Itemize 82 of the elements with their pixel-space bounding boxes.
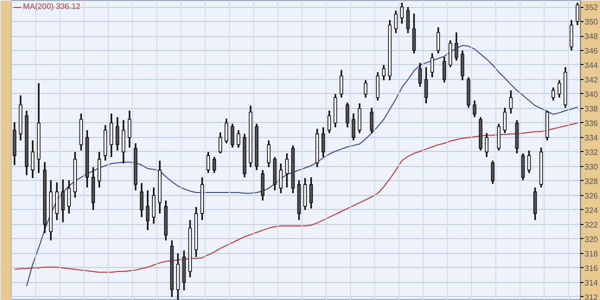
candlestick	[224, 118, 228, 144]
candlestick	[382, 64, 386, 82]
candlestick	[218, 132, 222, 154]
candlestick	[236, 129, 240, 148]
candlestick	[436, 26, 440, 54]
y-tick-label: 340	[584, 90, 598, 99]
candlestick	[394, 10, 398, 34]
candlestick	[552, 86, 556, 102]
candlestick	[346, 102, 350, 128]
candlestick	[122, 119, 126, 164]
candlestick	[340, 69, 344, 98]
candlestick	[490, 160, 494, 185]
y-tick-label: 336	[584, 118, 598, 128]
candlestick	[418, 62, 422, 88]
candlestick	[448, 40, 452, 68]
candlestick	[309, 176, 313, 210]
candlestick	[61, 178, 65, 224]
candlestick	[260, 169, 264, 202]
y-tick-label: 318	[584, 249, 598, 258]
candlestick	[364, 79, 368, 98]
y-tick-label: 338	[584, 104, 598, 114]
candlestick	[400, 2, 404, 24]
y-tick-label: 314	[584, 278, 598, 288]
y-tick-label: 332	[584, 148, 598, 157]
candlestick	[98, 151, 102, 188]
candlestick	[484, 132, 488, 158]
candlestick	[285, 152, 289, 188]
y-tick-label: 324	[584, 206, 598, 215]
legend-label: MA(200) 336.12	[23, 2, 80, 11]
y-tick-label: 342	[584, 75, 598, 84]
candlestick	[206, 151, 210, 174]
candlestick	[116, 116, 120, 152]
y-tick-label: 320	[584, 234, 598, 244]
candlestick	[509, 90, 513, 114]
candlestick	[370, 106, 374, 134]
y-tick-label: 326	[584, 191, 598, 200]
y-tick-label: 328	[584, 176, 598, 186]
candlestick	[140, 182, 144, 218]
candlestick	[460, 50, 464, 82]
candlestick	[576, 2, 580, 26]
y-tick-label: 330	[584, 162, 598, 172]
candlestick	[55, 182, 59, 221]
candlestick	[352, 112, 356, 142]
candlestick	[527, 150, 531, 174]
candlestick	[376, 71, 380, 102]
candlestick	[412, 12, 416, 54]
candlestick	[230, 122, 234, 148]
candlestick	[128, 110, 132, 148]
y-tick-label: 312	[584, 292, 598, 300]
y-tick-label: 316	[584, 264, 598, 273]
candlestick	[279, 162, 283, 194]
candlestick	[110, 112, 114, 158]
candlestick	[424, 66, 428, 104]
candlestick	[328, 110, 332, 134]
y-tick-label: 348	[584, 32, 598, 42]
candlestick	[430, 52, 434, 78]
candlestick	[558, 79, 562, 98]
y-tick-label: 344	[584, 60, 598, 70]
candlestick	[533, 186, 537, 221]
candlestick	[570, 19, 574, 52]
candlestick	[303, 177, 307, 211]
candlestick	[30, 140, 34, 179]
y-tick-label: 334	[584, 133, 598, 142]
candlestick	[67, 179, 71, 214]
y-tick-label: 322	[584, 220, 598, 230]
candlestick	[146, 190, 150, 232]
y-tick-label: 352	[584, 3, 598, 12]
y-tick-label: 350	[584, 18, 598, 27]
candlestick	[497, 122, 501, 152]
candlestick	[503, 106, 507, 134]
line-series	[14, 122, 578, 273]
candlestick	[267, 140, 271, 168]
candlestick	[454, 32, 458, 62]
candlestick	[406, 6, 410, 34]
candlestick	[472, 100, 476, 118]
candlestick	[321, 126, 325, 158]
candlestick	[521, 152, 525, 182]
candlestick	[358, 102, 362, 134]
candlestick	[442, 56, 446, 84]
y-tick-label: 346	[584, 46, 598, 56]
candlestick	[212, 156, 216, 174]
candlestick	[152, 186, 156, 224]
